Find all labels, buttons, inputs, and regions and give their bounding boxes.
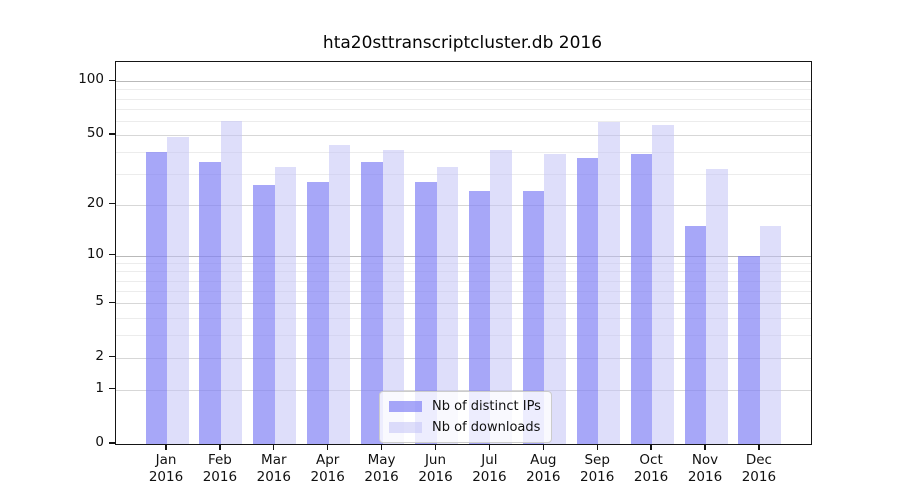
bar-jan-distinct-ips	[145, 152, 167, 444]
y-tick-mark-5	[109, 301, 115, 303]
legend-label-distinct-ips: Nb of distinct IPs	[432, 399, 541, 414]
bar-jun-downloads	[436, 166, 458, 444]
y-tick-label-0: 0	[95, 434, 104, 450]
y-tick-mark-10	[109, 253, 115, 256]
bar-nov-downloads	[706, 169, 728, 444]
x-tick-label-nov: Nov 2016	[687, 452, 723, 485]
x-tick-mark-dec	[758, 444, 760, 450]
bar-aug-downloads	[544, 154, 566, 444]
gridline-y-8	[116, 271, 811, 273]
bar-sep-downloads	[598, 122, 620, 444]
legend-label-downloads: Nb of downloads	[432, 420, 541, 435]
x-tick-label-mar: Mar 2016	[256, 452, 291, 485]
bar-feb-distinct-ips	[199, 162, 221, 444]
x-tick-mark-oct	[650, 444, 652, 450]
x-tick-label-aug: Aug 2016	[526, 452, 561, 485]
gridline-y-4	[116, 317, 811, 319]
legend-swatch-distinct-ips	[389, 401, 422, 412]
gridline-y-3	[116, 335, 811, 336]
x-tick-mark-feb	[219, 444, 221, 450]
x-tick-label-feb: Feb 2016	[202, 452, 238, 485]
x-tick-label-sep: Sep 2016	[580, 452, 615, 485]
bar-jun-distinct-ips	[415, 182, 437, 444]
bar-nov-distinct-ips	[684, 226, 706, 444]
gridline-y-100	[116, 81, 811, 83]
bar-may-downloads	[382, 150, 405, 444]
x-tick-mark-may	[380, 444, 383, 450]
x-tick-mark-jul	[488, 444, 491, 450]
bar-oct-downloads	[652, 124, 674, 444]
gridline-y-30	[116, 174, 811, 176]
x-tick-label-jun: Jun 2016	[418, 452, 453, 485]
y-tick-mark-50	[109, 133, 115, 135]
plot-area: Nb of distinct IPs Nb of downloads	[115, 61, 812, 445]
y-tick-mark-20	[109, 203, 115, 205]
y-tick-mark-2	[109, 355, 115, 358]
gridline-y-40	[116, 152, 811, 154]
gridline-y-5	[116, 303, 811, 305]
x-tick-mark-jun	[434, 444, 437, 450]
x-tick-mark-aug	[542, 444, 544, 450]
gridline-y-80	[116, 98, 811, 100]
bar-jan-downloads	[167, 136, 189, 444]
y-tick-mark-100	[109, 79, 115, 81]
gridline-y-10	[116, 255, 811, 257]
bar-mar-downloads	[274, 166, 297, 444]
x-tick-label-apr: Apr 2016	[310, 452, 345, 485]
y-tick-label-20: 20	[86, 194, 104, 211]
bar-sep-distinct-ips	[576, 158, 599, 444]
gridline-y-7	[116, 280, 811, 282]
y-tick-label-2: 2	[95, 347, 104, 364]
gridline-y-2	[116, 357, 811, 359]
bar-may-distinct-ips	[361, 162, 383, 444]
gridline-y-20	[116, 204, 811, 206]
bar-jul-downloads	[490, 150, 512, 444]
gridline-y-90	[116, 89, 811, 91]
x-tick-label-jan: Jan 2016	[148, 452, 184, 485]
legend-item-downloads: Nb of downloads	[389, 420, 541, 435]
y-tick-label-10: 10	[86, 245, 104, 262]
chart-title: hta20sttranscriptcluster.db 2016	[322, 33, 603, 53]
gridline-y-50	[116, 134, 811, 136]
gridline-y-60	[116, 120, 811, 122]
y-tick-mark-0	[109, 442, 115, 444]
legend: Nb of distinct IPs Nb of downloads	[379, 391, 552, 443]
legend-swatch-downloads	[389, 422, 422, 433]
bar-dec-downloads	[759, 226, 782, 444]
x-tick-label-oct: Oct 2016	[633, 452, 669, 485]
bar-dec-distinct-ips	[738, 255, 760, 444]
bar-aug-distinct-ips	[522, 191, 545, 444]
x-tick-label-may: May 2016	[364, 452, 399, 485]
y-tick-mark-1	[109, 387, 115, 390]
x-tick-mark-mar	[273, 444, 275, 450]
x-tick-label-jul: Jul 2016	[472, 452, 507, 485]
y-tick-label-5: 5	[95, 293, 104, 310]
y-tick-label-1: 1	[95, 379, 104, 396]
bar-jul-distinct-ips	[468, 191, 491, 444]
x-tick-mark-nov	[704, 444, 706, 450]
bar-mar-distinct-ips	[253, 184, 275, 444]
bar-apr-downloads	[328, 144, 351, 444]
x-tick-mark-jan	[165, 444, 167, 450]
y-tick-label-50: 50	[86, 124, 104, 141]
bar-apr-distinct-ips	[307, 182, 329, 444]
bar-feb-downloads	[220, 120, 243, 444]
x-tick-mark-apr	[327, 444, 329, 450]
gridline-y-9	[116, 263, 811, 264]
legend-item-distinct-ips: Nb of distinct IPs	[389, 399, 541, 414]
gridline-y-6	[116, 291, 811, 292]
y-tick-label-100: 100	[78, 71, 104, 88]
bar-oct-distinct-ips	[630, 154, 653, 444]
x-tick-mark-sep	[596, 444, 598, 450]
gridline-y-70	[116, 108, 811, 110]
gridline-y-1	[116, 389, 811, 391]
x-tick-label-dec: Dec 2016	[741, 452, 777, 485]
